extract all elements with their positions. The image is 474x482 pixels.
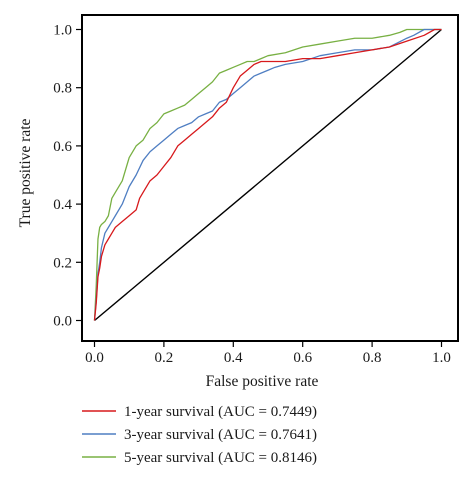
x-tick-label: 0.4 xyxy=(224,350,243,366)
roc-curve-3 xyxy=(93,28,442,321)
y-tick-label: 1.0 xyxy=(53,23,72,39)
legend-label: 1-year survival (AUC = 0.7449) xyxy=(124,404,317,420)
roc-curve-1 xyxy=(93,28,442,321)
y-tick-label: 0.4 xyxy=(53,197,72,213)
y-tick-label: 0.0 xyxy=(53,314,72,330)
legend-label: 5-year survival (AUC = 0.8146) xyxy=(124,450,317,466)
legend-label: 3-year survival (AUC = 0.7641) xyxy=(124,427,317,443)
legend: 1-year survival (AUC = 0.7449) 3-year sur… xyxy=(82,404,317,466)
x-tick-label: 1.0 xyxy=(432,350,451,366)
y-tick-label: 0.6 xyxy=(53,139,72,155)
x-tick-label: 0.2 xyxy=(155,350,174,366)
x-tick-label: 0.6 xyxy=(293,350,312,366)
y-axis-title: True positive rate xyxy=(17,118,34,227)
y-tick-label: 0.2 xyxy=(53,255,72,271)
reference-diagonal-line xyxy=(94,28,442,322)
plot-frame xyxy=(81,14,459,342)
x-tick-label: 0.0 xyxy=(85,350,104,366)
x-tick-label: 0.8 xyxy=(363,350,382,366)
x-axis-title: False positive rate xyxy=(206,373,319,390)
y-tick-label: 0.8 xyxy=(53,81,72,97)
roc-curve-2 xyxy=(93,28,442,321)
